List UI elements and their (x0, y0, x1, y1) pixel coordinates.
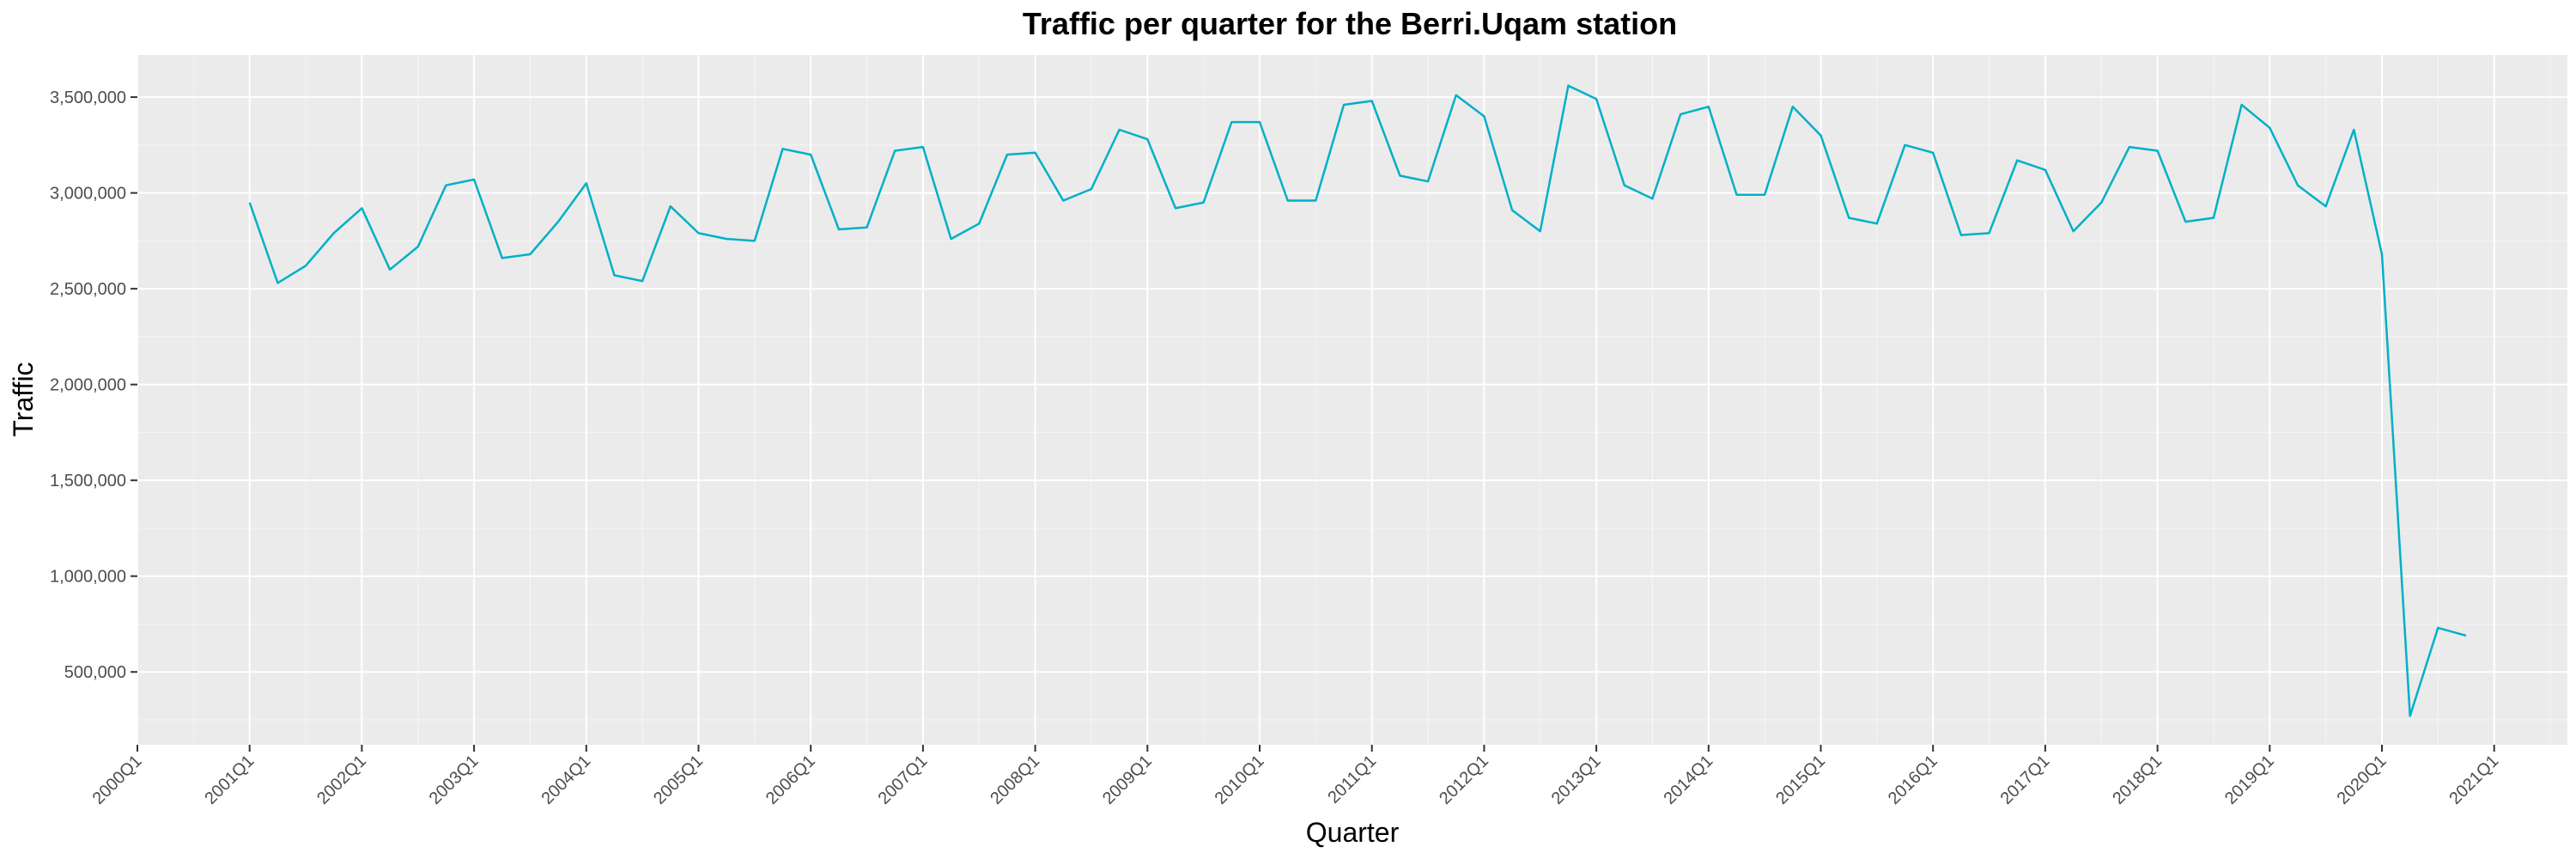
x-tick-label: 2016Q1 (1885, 752, 1941, 808)
x-tick-label: 2006Q1 (762, 752, 819, 808)
x-tick-label: 2002Q1 (313, 752, 370, 808)
x-tick-label: 2005Q1 (650, 752, 707, 808)
x-tick-label: 2004Q1 (538, 752, 594, 808)
x-tick-label: 2009Q1 (1099, 752, 1156, 808)
x-axis: 2000Q1 2001Q1 2002Q1 2003Q1 2004Q1 2005Q1 2006… (89, 745, 2502, 808)
x-tick-label: 2017Q1 (1997, 752, 2054, 808)
x-tick-label: 2014Q1 (1660, 752, 1716, 808)
y-tick-label: 500,000 (64, 663, 126, 682)
x-tick-label: 2011Q1 (1324, 752, 1380, 807)
y-tick-label: 2,500,000 (50, 280, 126, 299)
y-tick-label: 3,000,000 (50, 185, 126, 204)
x-tick-label: 2018Q1 (2109, 752, 2166, 808)
plot-panel (137, 55, 2567, 745)
series-line-traffic (248, 84, 2467, 717)
series-layer (248, 84, 2467, 717)
y-tick-label: 2,000,000 (50, 376, 126, 395)
grid-major (137, 55, 2567, 745)
y-tick-label: 1,000,000 (50, 568, 126, 587)
x-tick-label: 2019Q1 (2221, 752, 2278, 808)
x-tick-label: 2010Q1 (1212, 752, 1268, 808)
chart-title: Traffic per quarter for the Berri.Uqam s… (1023, 6, 1677, 41)
x-tick-label: 2001Q1 (201, 752, 258, 808)
y-axis: 500,000 1,000,000 1,500,000 2,000,000 2,500,… (50, 88, 137, 682)
x-tick-label: 2008Q1 (987, 752, 1043, 808)
x-tick-label: 2020Q1 (2334, 752, 2391, 808)
x-tick-label: 2003Q1 (426, 752, 483, 808)
x-tick-label: 2000Q1 (89, 752, 146, 808)
x-tick-label: 2021Q1 (2445, 752, 2502, 808)
y-axis-title: Traffic (8, 362, 39, 436)
x-tick-label: 2013Q1 (1548, 752, 1605, 808)
x-tick-label: 2012Q1 (1436, 752, 1492, 808)
grid-minor (137, 55, 2567, 745)
y-tick-label: 3,500,000 (50, 88, 126, 107)
x-tick-label: 2015Q1 (1772, 752, 1829, 808)
x-tick-label: 2007Q1 (875, 752, 932, 808)
x-axis-title: Quarter (1306, 817, 1400, 848)
y-tick-label: 1,500,000 (50, 472, 126, 490)
